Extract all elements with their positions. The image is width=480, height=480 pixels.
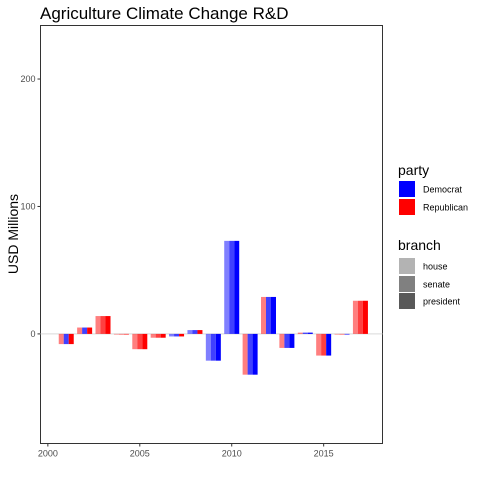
legend-label-house: house (423, 262, 448, 272)
legend-branch-title: branch (398, 237, 441, 253)
x-tick-label-2015: 2015 (314, 449, 334, 459)
bar-2005-president (142, 333, 148, 350)
bar-2009-house (205, 333, 211, 361)
bar-2011-house (242, 333, 248, 375)
y-tick-label-200: 200 (20, 74, 35, 84)
legend-label-senate: senate (423, 280, 450, 290)
bar-2013-president (289, 333, 295, 348)
bar-2006-president (160, 333, 166, 338)
bar-2005-senate (137, 333, 143, 350)
legend-party-title: party (398, 162, 429, 178)
bar-2016-house (334, 333, 340, 335)
chart-title: Agriculture Climate Change R&D (40, 4, 289, 23)
legend-label-president: president (423, 297, 461, 307)
bar-2008-house (187, 330, 193, 334)
legend-swatch-senate (399, 276, 415, 292)
bar-2017-president (362, 300, 368, 334)
y-tick-label-100: 100 (20, 201, 35, 211)
bar-2007-senate (174, 333, 180, 337)
bar-2013-senate (284, 333, 290, 348)
bar-2006-senate (155, 333, 161, 338)
bar-2006-house (150, 333, 156, 338)
bar-2001-senate (63, 333, 69, 345)
bar-2004-president (123, 333, 129, 335)
bar-2002-president (87, 327, 93, 334)
bar-2007-president (179, 333, 185, 337)
bar-2004-senate (118, 333, 124, 335)
legend-branch: branch house senate president (398, 237, 461, 309)
bar-2003-house (95, 316, 101, 334)
bar-2004-house (113, 333, 119, 335)
bar-2008-president (197, 330, 203, 334)
bar-2001-president (68, 333, 74, 345)
x-tick-label-2005: 2005 (130, 449, 150, 459)
bar-2010-senate (229, 240, 235, 334)
bar-2002-senate (82, 327, 88, 334)
y-axis-label: USD Millions (5, 194, 21, 274)
bar-2010-house (224, 240, 230, 334)
bar-2014-president (307, 332, 313, 334)
bar-2007-house (169, 333, 175, 337)
bar-2013-house (279, 333, 285, 348)
y-tick-label-0: 0 (30, 329, 35, 339)
x-tick-label-2000: 2000 (38, 449, 58, 459)
bar-2012-president (271, 296, 276, 334)
legend-swatch-republican (399, 199, 415, 215)
bar-2015-senate (321, 333, 327, 356)
legend-swatch-house (399, 258, 415, 274)
bar-2017-senate (357, 300, 363, 334)
bar-2003-president (105, 316, 111, 334)
bar-2014-senate (302, 332, 308, 334)
bar-2011-president (252, 333, 258, 375)
legend-swatch-president (399, 293, 415, 309)
bar-2002-house (77, 327, 83, 334)
bar-2009-senate (210, 333, 216, 361)
bar-2017-house (352, 300, 358, 334)
bar-2001-house (58, 333, 64, 345)
bar-2010-president (234, 240, 240, 334)
legend-swatch-democrat (399, 181, 415, 197)
bar-2015-president (326, 333, 332, 356)
bar-2011-senate (247, 333, 253, 375)
bar-2012-senate (266, 296, 271, 334)
bar-2005-house (132, 333, 138, 350)
x-tick-label-2010: 2010 (222, 449, 242, 459)
plot-panel (40, 25, 383, 444)
bar-2009-president (215, 333, 221, 361)
legend-label-democrat: Democrat (423, 185, 463, 195)
legend-label-republican: Republican (423, 203, 468, 213)
bar-2012-house (261, 296, 266, 334)
bar-2014-house (297, 332, 303, 334)
bar-2015-house (316, 333, 322, 356)
bar-2016-senate (339, 333, 345, 335)
bar-2016-president (344, 333, 350, 335)
bar-2008-senate (192, 330, 198, 334)
bar-2003-senate (100, 316, 106, 334)
legend-party: party Democrat Republican (398, 162, 468, 215)
